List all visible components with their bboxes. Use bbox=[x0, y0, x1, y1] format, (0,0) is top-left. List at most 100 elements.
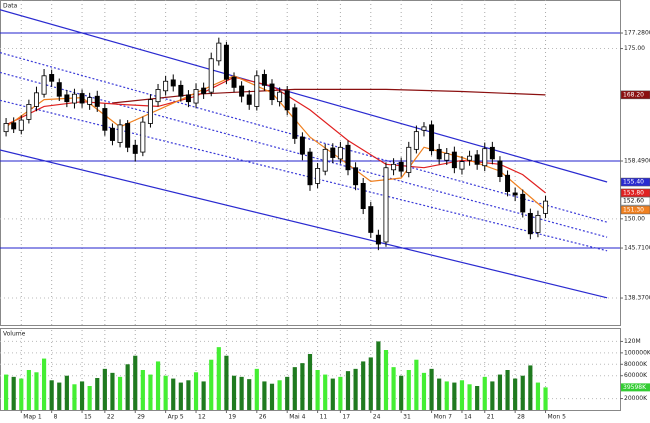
candle-body bbox=[406, 146, 412, 173]
candle-body bbox=[459, 161, 465, 170]
volume-bar bbox=[148, 374, 153, 410]
volume-bar bbox=[41, 358, 47, 410]
x-tick-label: 22 bbox=[107, 414, 115, 421]
volume-bar bbox=[102, 368, 107, 410]
volume-label: 39598K bbox=[623, 384, 647, 391]
price-label-box bbox=[620, 177, 650, 187]
candle-body bbox=[292, 107, 298, 139]
chart-title: Data bbox=[3, 3, 18, 10]
overlay-line bbox=[5, 75, 546, 211]
volume-bar bbox=[421, 372, 427, 410]
x-tick-label: 21 bbox=[487, 414, 495, 421]
candle-body bbox=[102, 108, 108, 131]
y-tick-label: 138.3700 bbox=[624, 295, 650, 302]
volume-bar bbox=[178, 382, 183, 410]
volume-bar bbox=[383, 350, 389, 410]
volume-bar bbox=[19, 378, 24, 410]
volume-bar bbox=[307, 354, 313, 410]
candle-body bbox=[178, 84, 184, 97]
volume-bar bbox=[11, 376, 16, 410]
candle-body bbox=[11, 122, 17, 130]
candle-body bbox=[125, 123, 131, 148]
y-tick-label: 175.00 bbox=[624, 45, 645, 52]
volume-bar bbox=[300, 363, 305, 410]
volume-bar bbox=[323, 374, 328, 410]
candle-body bbox=[223, 44, 229, 80]
x-tick-label: 29 bbox=[137, 414, 145, 421]
candle-body bbox=[383, 167, 389, 243]
volume-bar bbox=[444, 381, 449, 410]
overlay-line bbox=[5, 76, 546, 194]
x-tick-label: 19 bbox=[228, 414, 236, 421]
volume-bar bbox=[3, 374, 9, 410]
x-tick-label: Arp 5 bbox=[168, 414, 184, 421]
candle-body bbox=[467, 155, 473, 161]
volume-bar bbox=[285, 376, 290, 410]
candle-body bbox=[497, 160, 503, 177]
volume-bar bbox=[505, 370, 510, 410]
x-tick-label: 24 bbox=[373, 414, 381, 421]
candle-body bbox=[79, 93, 85, 104]
volume-bar bbox=[163, 375, 168, 410]
candle-body bbox=[185, 94, 191, 103]
candle-body bbox=[360, 183, 366, 210]
candle-body bbox=[64, 94, 70, 103]
candle-body bbox=[375, 234, 381, 245]
volume-bar bbox=[254, 368, 259, 410]
volume-bar bbox=[110, 372, 115, 410]
volume-bar bbox=[209, 359, 214, 410]
volume-panel bbox=[0, 328, 621, 411]
volume-bar bbox=[231, 375, 237, 410]
price-label: 152.60 bbox=[623, 198, 644, 205]
candle-body bbox=[3, 123, 9, 133]
x-tick-label: Mon 7 bbox=[434, 414, 453, 421]
overlay-line bbox=[0, 99, 608, 252]
volume-title: Volume bbox=[3, 331, 26, 338]
candle-body bbox=[147, 99, 153, 124]
candle-body bbox=[277, 91, 283, 103]
candle-body bbox=[527, 212, 533, 235]
candle-body bbox=[56, 82, 62, 97]
volume-bar bbox=[399, 375, 404, 410]
volume-bar bbox=[467, 384, 472, 410]
x-tick-label: 31 bbox=[403, 414, 411, 421]
volume-bar bbox=[34, 372, 39, 410]
volume-bar bbox=[490, 381, 495, 410]
overlay-line bbox=[0, 71, 608, 238]
candle-body bbox=[315, 168, 321, 184]
price-label: 153.80 bbox=[623, 189, 644, 196]
volume-bar bbox=[269, 383, 275, 410]
candle-body bbox=[87, 97, 93, 105]
volume-bar bbox=[72, 384, 77, 410]
volume-bar bbox=[391, 367, 396, 410]
volume-bar bbox=[528, 365, 533, 410]
y-tick-label: 100000K bbox=[624, 349, 650, 356]
x-tick-label: 17 bbox=[342, 414, 350, 421]
candle-body bbox=[482, 148, 488, 167]
candle-body bbox=[512, 192, 518, 196]
volume-bar bbox=[429, 368, 434, 410]
volume-bar bbox=[292, 367, 297, 410]
volume-bar bbox=[247, 379, 252, 410]
x-tick-label: 15 bbox=[84, 414, 92, 421]
overlay-line bbox=[0, 52, 608, 223]
candle-body bbox=[155, 89, 161, 103]
volume-bar bbox=[520, 375, 525, 410]
candle-body bbox=[451, 151, 457, 169]
x-tick-label: 26 bbox=[259, 414, 267, 421]
volume-bar bbox=[95, 378, 100, 410]
y-tick-label: 150.00 bbox=[624, 215, 645, 222]
price-label-box bbox=[620, 90, 650, 100]
candle-body bbox=[421, 126, 427, 131]
candle-body bbox=[322, 148, 328, 172]
x-tick-label: Map 1 bbox=[23, 414, 42, 421]
x-tick-label: 28 bbox=[517, 414, 525, 421]
overlay-line bbox=[0, 149, 608, 299]
price-label-box bbox=[620, 196, 650, 206]
y-tick-label: 177.2800 bbox=[624, 30, 650, 37]
candle-body bbox=[261, 74, 267, 86]
volume-bar bbox=[216, 347, 221, 410]
volume-bar bbox=[64, 375, 69, 410]
candle-body bbox=[391, 163, 397, 171]
